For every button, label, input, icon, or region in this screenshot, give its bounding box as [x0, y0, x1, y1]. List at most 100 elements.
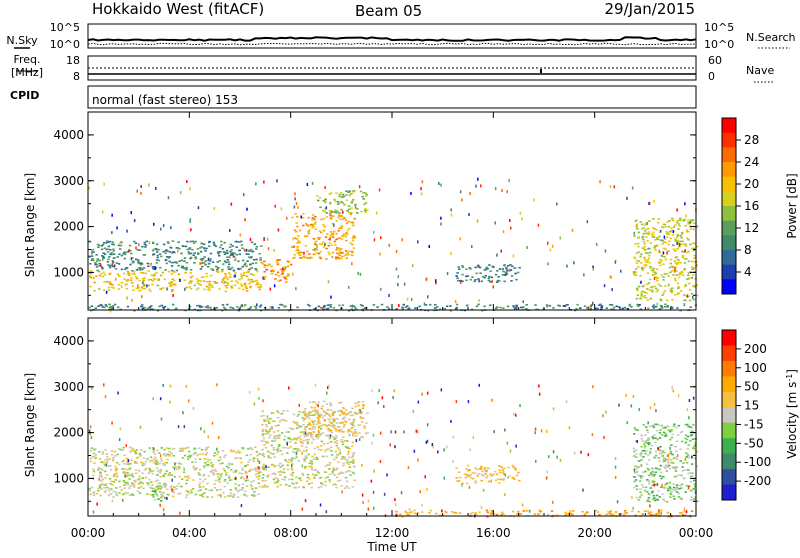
echo-cell	[90, 447, 94, 449]
echo-cell	[311, 436, 314, 439]
echo-cell	[623, 510, 627, 512]
echo-cell	[676, 454, 679, 458]
echo-cell	[272, 447, 275, 449]
echo-cell	[102, 210, 104, 214]
echo-cell	[99, 303, 102, 306]
echo-cell	[132, 261, 135, 264]
echo-cell	[676, 234, 679, 237]
echo-cell	[254, 487, 258, 489]
echo-cell	[161, 492, 164, 494]
echo-cell	[111, 260, 114, 262]
echo-cell	[657, 513, 660, 515]
echo-cell	[144, 272, 148, 275]
echo-cell	[251, 488, 254, 490]
echo-cell	[309, 432, 312, 434]
echo-cell	[370, 479, 373, 483]
echo-cell	[110, 480, 113, 483]
echo-cell	[240, 477, 243, 479]
echo-cell	[318, 230, 322, 232]
echo-cell	[614, 260, 617, 264]
echo-cell	[249, 468, 253, 471]
echo-cell	[199, 482, 202, 485]
echo-cell	[683, 251, 686, 253]
echo-cell	[98, 477, 100, 481]
echo-cell	[664, 258, 667, 261]
echo-cell	[353, 479, 356, 482]
echo-cell	[635, 496, 638, 499]
echo-cell	[348, 433, 351, 436]
echo-cell	[115, 262, 118, 264]
echo-cell	[302, 411, 305, 414]
echo-cell	[279, 420, 281, 423]
echo-cell	[331, 470, 335, 472]
echo-cell	[672, 457, 676, 460]
echo-cell	[155, 459, 158, 461]
echo-cell	[213, 455, 216, 457]
echo-cell	[413, 512, 417, 515]
echo-cell	[160, 496, 163, 499]
echo-cell	[357, 401, 361, 403]
echo-cell	[114, 473, 117, 475]
echo-cell	[202, 243, 206, 246]
echo-cell	[147, 265, 150, 267]
echo-cell	[649, 242, 653, 245]
echo-cell	[633, 231, 635, 235]
echo-cell	[106, 248, 110, 251]
echo-cell	[378, 389, 380, 393]
echo-cell	[158, 490, 162, 493]
echo-cell	[637, 499, 641, 501]
echo-cell	[454, 300, 457, 303]
echo-cell	[297, 448, 300, 450]
echo-cell	[221, 304, 225, 306]
echo-cell	[341, 255, 344, 258]
echo-cell	[134, 472, 138, 475]
echo-cell	[538, 512, 541, 515]
echo-cell	[213, 244, 216, 246]
echo-cell	[670, 444, 673, 446]
echo-cell	[635, 471, 639, 474]
echo-cell	[291, 457, 294, 459]
echo-cell	[429, 509, 433, 512]
colorbar-swatch	[722, 162, 736, 177]
echo-cell	[304, 434, 308, 436]
echo-cell	[167, 308, 170, 310]
echo-cell	[325, 455, 328, 458]
echo-cell	[92, 492, 95, 494]
echo-cell	[656, 499, 659, 501]
echo-cell	[568, 426, 571, 430]
echo-cell	[277, 471, 281, 473]
echo-cell	[317, 448, 320, 451]
echo-cell	[372, 304, 376, 306]
echo-cell	[249, 257, 253, 259]
echo-cell	[651, 290, 654, 293]
echo-cell	[509, 219, 511, 222]
echo-cell	[113, 450, 116, 453]
echo-cell	[117, 244, 121, 247]
echo-cell	[292, 245, 296, 248]
echo-cell	[290, 467, 293, 470]
echo-cell	[262, 414, 265, 417]
echo-cell	[193, 252, 196, 254]
echo-cell	[405, 511, 408, 514]
echo-cell	[177, 264, 180, 267]
echo-cell	[276, 271, 280, 274]
echo-cell	[623, 514, 626, 516]
echo-cell	[649, 267, 652, 269]
echo-cell	[115, 493, 118, 495]
echo-cell	[686, 448, 689, 450]
echo-cell	[328, 418, 331, 421]
echo-cell	[177, 466, 181, 468]
echo-cell	[694, 496, 697, 498]
echo-cell	[461, 198, 463, 202]
echo-cell	[677, 259, 681, 262]
echo-cell	[644, 470, 647, 473]
echo-cell	[313, 469, 316, 471]
echo-cell	[648, 425, 652, 428]
echo-cell	[111, 262, 114, 266]
echo-cell	[341, 215, 344, 218]
echo-cell	[248, 390, 251, 394]
echo-cell	[619, 513, 623, 515]
echo-cell	[109, 249, 112, 251]
echo-cell	[205, 272, 208, 275]
echo-cell	[186, 456, 190, 458]
